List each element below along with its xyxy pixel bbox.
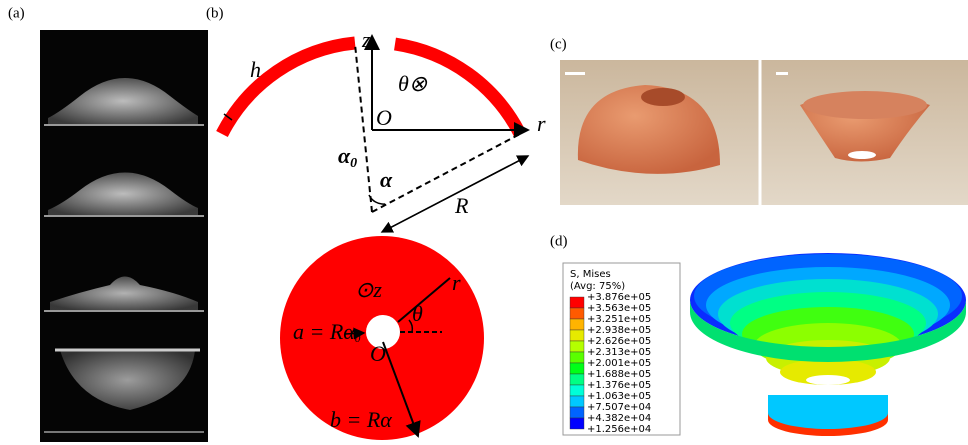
legend-subtitle: (Avg: 75%) bbox=[570, 281, 625, 292]
legend-swatch bbox=[570, 308, 584, 319]
figure: (a) (b) (c) (d) z r O h θ⊗ α0 α R bbox=[0, 0, 968, 445]
origin-label: O bbox=[376, 105, 392, 130]
alpha-label: α bbox=[380, 167, 393, 192]
legend-entry: +4.382e+04 bbox=[587, 413, 651, 424]
inner-radius-main: a = Rα bbox=[293, 319, 355, 344]
inner-radius-label: a = Rα0 bbox=[293, 319, 361, 344]
panel-label: (c) bbox=[550, 36, 567, 52]
legend-entry: +2.001e+05 bbox=[587, 358, 651, 369]
z-axis-label: z bbox=[361, 27, 371, 52]
legend-entry: +2.938e+05 bbox=[587, 325, 651, 336]
figure-canvas: (a) (b) (c) (d) z r O h θ⊗ α0 α R bbox=[0, 0, 968, 445]
radius-label: R bbox=[454, 193, 469, 218]
panel-label: (b) bbox=[206, 5, 224, 21]
legend-swatch bbox=[570, 418, 584, 429]
alpha0-main: α bbox=[338, 143, 351, 168]
legend-swatch bbox=[570, 341, 584, 352]
alpha0-label: α0 bbox=[338, 143, 357, 171]
legend-swatch bbox=[570, 363, 584, 374]
legend-swatch bbox=[570, 319, 584, 330]
legend-swatch bbox=[570, 374, 584, 385]
alpha0-sub: 0 bbox=[350, 156, 357, 171]
legend-swatch bbox=[570, 385, 584, 396]
legend-entry: +3.251e+05 bbox=[587, 314, 651, 325]
legend-entry: +1.256e+04 bbox=[587, 424, 651, 435]
legend-entry: +1.688e+05 bbox=[587, 369, 651, 380]
r-axis-label: r bbox=[537, 111, 546, 136]
legend-swatch bbox=[570, 330, 584, 341]
legend-entry: +3.876e+05 bbox=[587, 292, 651, 303]
photo bbox=[560, 60, 968, 205]
photo-strip bbox=[40, 30, 208, 442]
legend-swatch bbox=[570, 407, 584, 418]
r-label: r bbox=[452, 270, 461, 295]
legend-title: S, Mises bbox=[570, 269, 611, 280]
theta-label: θ⊗ bbox=[398, 71, 428, 96]
legend-entry: +1.376e+05 bbox=[587, 380, 651, 391]
thickness-label: h bbox=[250, 57, 261, 82]
legend-entry: +2.626e+05 bbox=[587, 336, 651, 347]
origin-plate-label: O bbox=[370, 341, 386, 366]
z-out-label: ⊙z bbox=[355, 277, 382, 302]
legend: +3.876e+05+3.563e+05+3.251e+05+2.938e+05… bbox=[570, 292, 651, 435]
legend-entry: +2.313e+05 bbox=[587, 347, 651, 358]
theta-plate-label: θ bbox=[412, 301, 423, 326]
panel-label: (d) bbox=[550, 233, 568, 249]
legend-swatch bbox=[570, 396, 584, 407]
shell-diagram bbox=[222, 36, 528, 232]
fem-bowl bbox=[690, 253, 966, 436]
legend-entry: +3.563e+05 bbox=[587, 303, 651, 314]
outer-radius-label: b = Rα bbox=[330, 407, 392, 432]
legend-entry: +1.063e+05 bbox=[587, 391, 651, 402]
panel-label: (a) bbox=[8, 5, 25, 21]
legend-swatch bbox=[570, 352, 584, 363]
legend-swatch bbox=[570, 297, 584, 308]
legend-entry: +7.507e+04 bbox=[587, 402, 651, 413]
inner-radius-sub: 0 bbox=[355, 333, 361, 345]
